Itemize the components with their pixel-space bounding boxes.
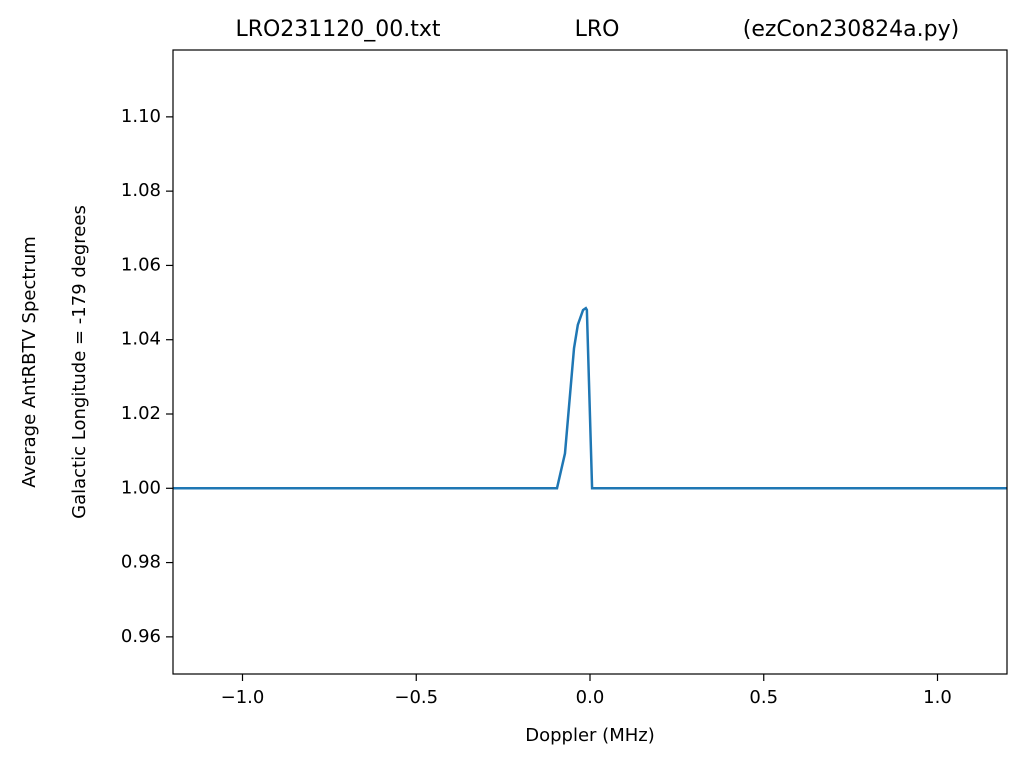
- y-tick-label: 1.04: [121, 329, 161, 350]
- y-tick-label: 0.96: [121, 626, 161, 647]
- y-tick-label: 1.08: [121, 180, 161, 201]
- x-tick-label: 0.0: [576, 687, 605, 708]
- x-tick-label: 0.5: [749, 687, 778, 708]
- data-line: [173, 306, 1007, 490]
- y-axis-label: Average AntRBTV Spectrum: [19, 236, 40, 488]
- x-tick-label: −1.0: [221, 687, 265, 708]
- y-axis-label: Galactic Longitude = -179 degrees: [69, 205, 90, 519]
- title-station: LRO: [575, 17, 620, 42]
- x-axis-label: Doppler (MHz): [525, 725, 654, 746]
- y-tick-label: 1.00: [121, 477, 161, 498]
- y-tick-label: 1.06: [121, 254, 161, 275]
- y-tick-label: 1.10: [121, 106, 161, 127]
- x-tick-label: 1.0: [923, 687, 952, 708]
- plot-frame: [172, 49, 1008, 675]
- title-script: (ezCon230824a.py): [743, 17, 959, 42]
- y-tick-label: 1.02: [121, 403, 161, 424]
- x-tick-label: −0.5: [394, 687, 438, 708]
- title-file: LRO231120_00.txt: [235, 17, 440, 42]
- y-tick-label: 0.98: [121, 552, 161, 573]
